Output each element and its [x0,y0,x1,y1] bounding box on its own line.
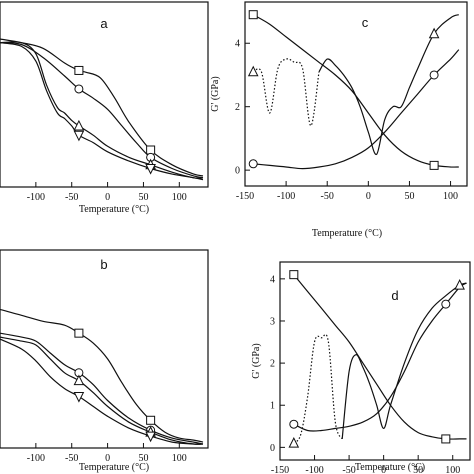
x-tick-label: 0 [366,191,371,202]
series-square-line [0,308,204,443]
y-tick-label: 2 [235,102,240,113]
series-group [247,10,460,170]
series-square-point [146,415,156,425]
series-triangle-dotted-line [252,58,320,127]
panel-letter: b [100,257,107,272]
series-triangle-down-point [73,392,85,403]
x-tick-label: 100 [172,453,187,464]
series-group [0,38,204,181]
y-tick-label: 0 [270,443,275,454]
x-axis-title: Temperature (°C) [79,204,149,215]
series-triangle-point [247,65,259,77]
panel-letter: a [100,16,108,31]
panel-a: -100 -50 0 50 100 a Temperature (°C) [0,1,209,215]
panel-b: -100 -50 0 50 100 b Temperature (°C) [0,249,209,473]
x-tick-label: 0 [381,465,386,474]
plot-frame [0,249,209,449]
x-axis-title: Temperature (°C) [355,462,425,473]
series-triangle-point [73,119,85,131]
x-tick-label: 50 [138,192,148,203]
series-triangle-down-point [145,431,156,443]
y-tick-label: 4 [235,39,240,50]
series-circle-point [248,159,258,169]
series-square-line [0,38,204,177]
series-group [0,308,204,445]
x-tick-label: 100 [445,465,460,474]
series-square-point [74,65,84,75]
series-circle-point [74,84,84,94]
series-triangle-line [341,282,467,439]
x-tick-label: 50 [404,191,414,202]
series-circle-point [289,419,299,429]
plot-frame [244,1,468,187]
series-triangle-point [73,374,85,386]
panel-letter: c [362,15,369,30]
series-triangle-down-line [0,338,204,445]
plot-frame [0,1,209,188]
x-tick-label: -150 [271,465,289,474]
x-tick-label: -150 [236,191,254,202]
y-tick-label: 3 [270,316,275,327]
x-tick-label: 0 [105,453,110,464]
y-axis-title: G' (GPa) [251,343,262,378]
series-triangle-line [0,336,204,445]
series-triangle-down-point [73,130,85,142]
series-triangle-line [318,14,460,155]
series-triangle-down-point [145,164,156,175]
x-tick-label: 100 [172,192,187,203]
x-tick-label: -50 [342,465,355,474]
series-circle-line [253,49,460,170]
series-group [288,270,467,448]
x-tick-label: -100 [277,191,295,202]
x-tick-label: 0 [105,192,110,203]
series-square-point [74,328,84,338]
x-tick-label: -50 [321,191,334,202]
y-tick-label: 4 [270,274,275,285]
x-tick-label: -100 [27,192,45,203]
series-circle-point [429,70,439,80]
series-circle-line [0,332,204,445]
series-square-point [248,10,258,20]
y-tick-label: 2 [270,359,275,370]
plot-frame [279,261,471,461]
x-tick-label: 50 [138,453,148,464]
series-square-point [441,434,451,444]
panel-letter: d [391,288,398,303]
x-axis-title: Temperature (°C) [312,228,382,239]
x-tick-label: -50 [65,453,78,464]
y-tick-label: 0 [235,166,240,177]
panel-d: -150 -100 -50 0 50 100 0 1 2 3 4 d Temperature (°C) G… [251,261,471,474]
series-square-point [146,145,156,155]
x-tick-label: 100 [443,191,458,202]
series-circle-point [441,299,451,309]
y-tick-label: 1 [270,401,275,412]
x-tick-label: -100 [27,453,45,464]
series-square-line [252,14,459,168]
series-square-point [289,270,299,280]
series-triangle-point [288,437,300,448]
x-tick-label: -50 [65,192,78,203]
x-tick-label: -100 [305,465,323,474]
series-square-point [429,160,439,170]
series-triangle-point [428,27,440,39]
series-triangle-point [454,279,465,290]
series-circle-line [0,42,204,179]
x-tick-label: 50 [413,465,423,474]
panel-c: -150 -100 -50 0 50 100 0 2 4 c Temperature (°C) G' … [210,1,468,239]
x-axis-title: Temperature (°C) [79,462,149,473]
series-triangle-line [0,41,204,179]
series-triangle-down-line [0,42,204,181]
y-axis-title: G' (GPa) [210,76,221,111]
series-triangle-dotted-line [293,333,343,444]
